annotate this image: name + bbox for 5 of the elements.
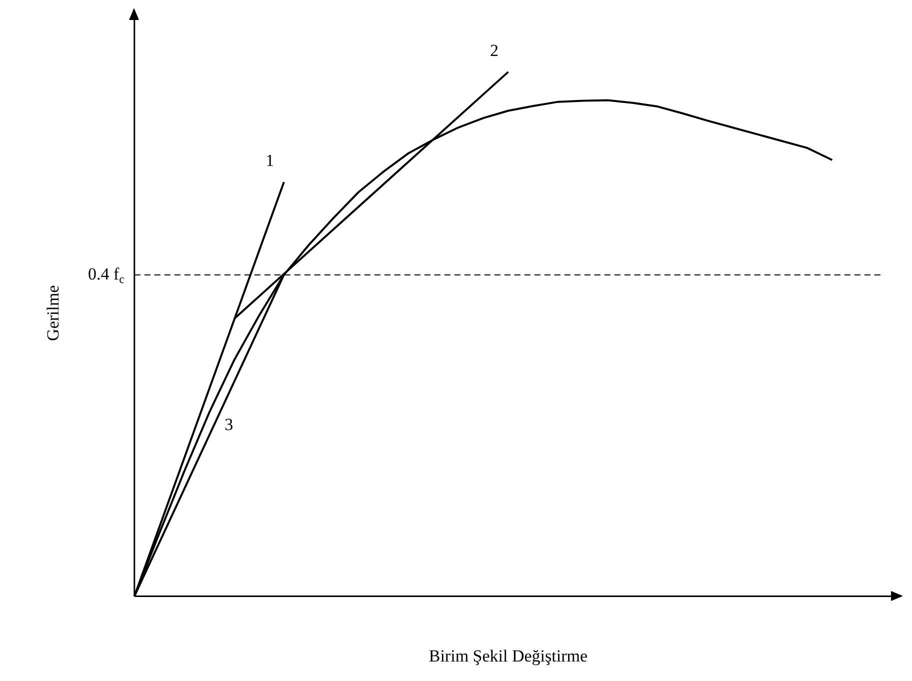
series-label: 2	[490, 40, 498, 60]
series-label: 3	[224, 414, 234, 434]
x-axis-title: Birim Şekil Değiştirme	[428, 646, 588, 666]
y-axis-title: Gerilme	[44, 285, 63, 341]
series-label: 1	[266, 151, 274, 170]
